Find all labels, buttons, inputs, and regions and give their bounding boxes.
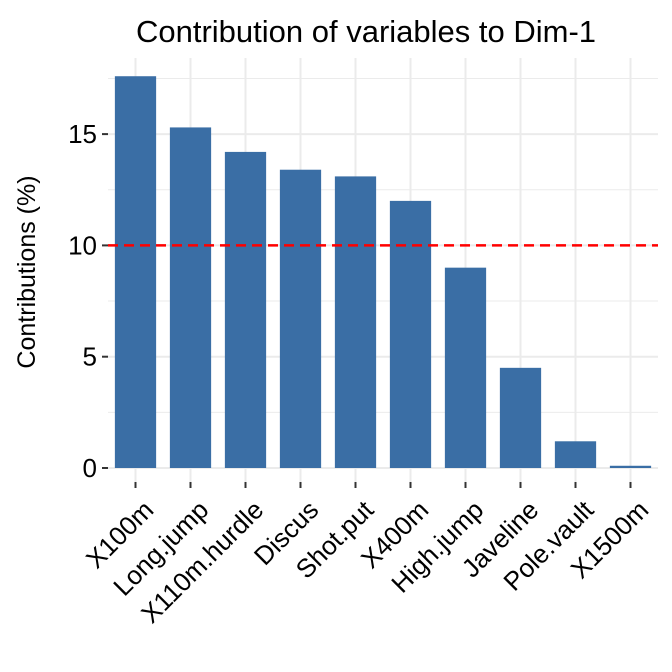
y-tick-label: 5	[83, 342, 97, 372]
bar	[334, 176, 377, 469]
bars	[114, 76, 652, 469]
bar	[554, 441, 597, 468]
bar	[279, 169, 322, 468]
bar	[389, 200, 432, 468]
y-tick-label: 10	[68, 230, 97, 260]
y-tick-label: 15	[68, 119, 97, 149]
chart-title: Contribution of variables to Dim-1	[136, 14, 596, 49]
bar	[609, 465, 652, 468]
bar	[169, 127, 212, 468]
x-axis: X100mLong.jumpX110m.hurdleDiscusShot.put…	[80, 482, 654, 629]
bar	[499, 367, 542, 468]
y-axis-label: Contributions (%)	[13, 175, 41, 368]
bar	[114, 76, 157, 468]
bar	[224, 151, 267, 468]
y-axis: 0 5 10 15	[68, 119, 108, 483]
y-tick-label: 0	[83, 453, 97, 483]
bar	[444, 267, 487, 468]
